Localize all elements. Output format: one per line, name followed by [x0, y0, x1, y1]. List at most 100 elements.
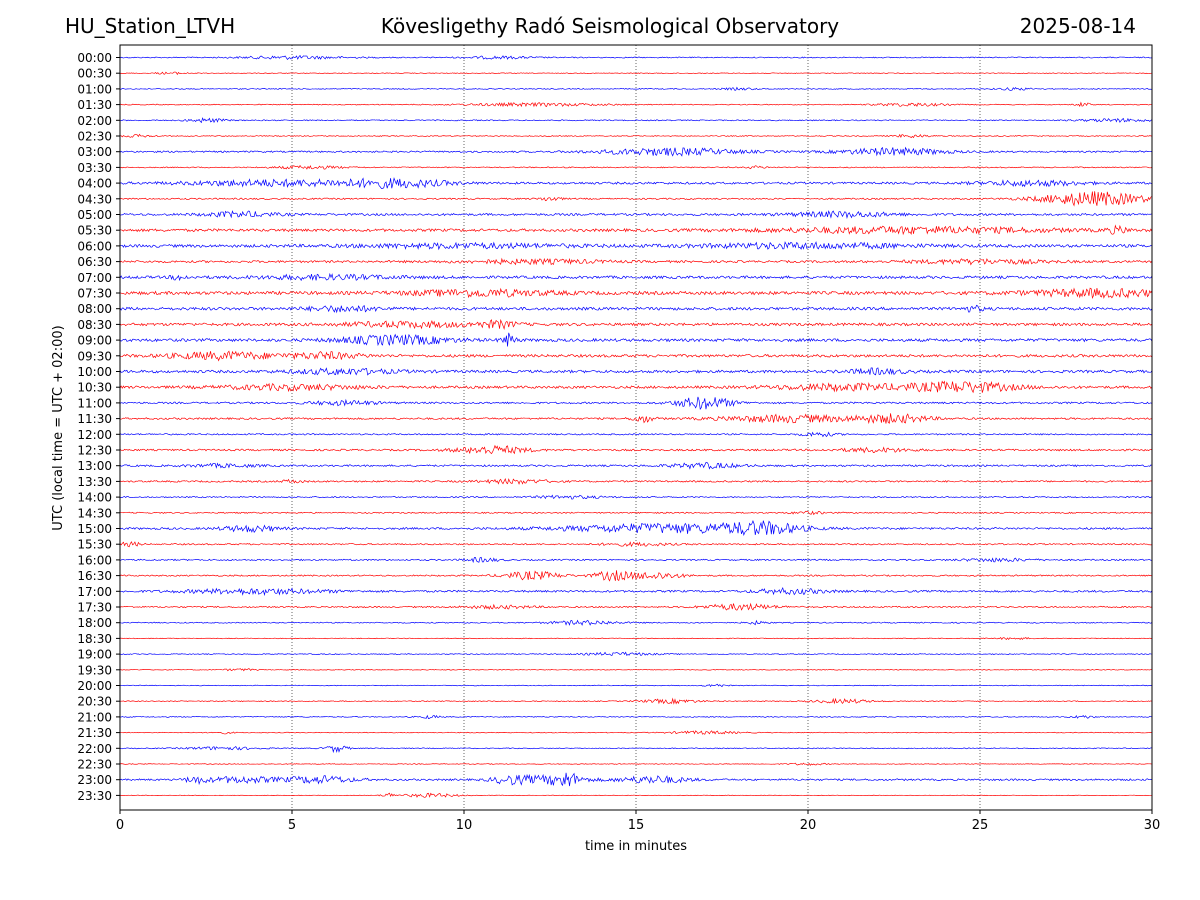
y-tick-label-14:30: 14:30	[77, 506, 112, 520]
trace-12:00	[119, 431, 1153, 438]
trace-03:00	[119, 146, 1153, 157]
station-name: HU_Station_LTVH	[65, 14, 236, 38]
y-tick-label-15:00: 15:00	[77, 522, 112, 536]
trace-00:00	[119, 54, 1153, 60]
y-tick-label-19:30: 19:30	[77, 663, 112, 677]
y-tick-label-20:00: 20:00	[77, 679, 112, 693]
y-tick-label-00:30: 00:30	[77, 67, 112, 81]
trace-09:30	[119, 350, 1153, 362]
y-tick-label-17:30: 17:30	[77, 601, 112, 615]
trace-03:30	[119, 164, 1153, 170]
trace-19:00	[119, 651, 1153, 657]
y-tick-label-23:30: 23:30	[77, 789, 112, 803]
trace-10:00	[119, 367, 1153, 376]
trace-22:00	[119, 745, 1153, 754]
y-tick-label-22:30: 22:30	[77, 758, 112, 772]
trace-16:30	[119, 570, 1153, 582]
y-tick-label-11:30: 11:30	[77, 412, 112, 426]
y-tick-label-21:30: 21:30	[77, 726, 112, 740]
x-tick-label-20: 20	[800, 818, 817, 833]
y-tick-label-04:00: 04:00	[77, 177, 112, 191]
trace-17:30	[119, 602, 1153, 611]
trace-01:00	[119, 86, 1153, 91]
x-tick-label-5: 5	[288, 818, 296, 833]
y-tick-label-01:00: 01:00	[77, 82, 112, 96]
trace-20:00	[119, 683, 1153, 688]
y-tick-label-02:00: 02:00	[77, 114, 112, 128]
trace-17:00	[119, 587, 1153, 597]
y-tick-label-13:00: 13:00	[77, 459, 112, 473]
x-axis-label: time in minutes	[585, 839, 687, 854]
y-tick-label-16:30: 16:30	[77, 569, 112, 583]
trace-14:30	[119, 510, 1153, 516]
y-tick-label-07:00: 07:00	[77, 271, 112, 285]
trace-23:30	[119, 792, 1153, 798]
x-tick-label-25: 25	[972, 818, 989, 833]
trace-05:00	[119, 210, 1153, 219]
y-tick-label-15:30: 15:30	[77, 538, 112, 552]
y-tick-label-13:30: 13:30	[77, 475, 112, 489]
trace-18:00	[119, 619, 1153, 626]
trace-07:30	[119, 287, 1153, 300]
trace-08:00	[119, 304, 1153, 314]
y-tick-label-05:00: 05:00	[77, 208, 112, 222]
y-tick-label-21:00: 21:00	[77, 710, 112, 724]
trace-20:30	[119, 697, 1153, 705]
trace-13:00	[119, 462, 1153, 470]
trace-11:30	[119, 413, 1153, 425]
y-tick-label-04:30: 04:30	[77, 192, 112, 206]
y-tick-label-05:30: 05:30	[77, 224, 112, 238]
y-tick-label-07:30: 07:30	[77, 287, 112, 301]
trace-08:30	[119, 318, 1153, 331]
trace-07:00	[119, 272, 1153, 282]
trace-01:30	[119, 101, 1153, 108]
y-tick-label-01:30: 01:30	[77, 98, 112, 112]
y-tick-label-12:30: 12:30	[77, 444, 112, 458]
trace-15:30	[119, 541, 1153, 548]
x-tick-labels: 0 5 10 15 20 25 30	[116, 810, 1160, 833]
y-tick-label-18:30: 18:30	[77, 632, 112, 646]
y-tick-label-14:00: 14:00	[77, 491, 112, 505]
x-tick-label-10: 10	[456, 818, 473, 833]
trace-04:00	[119, 177, 1153, 189]
y-tick-label-23:00: 23:00	[77, 773, 112, 787]
trace-12:30	[119, 444, 1153, 455]
vertical-gridlines	[291, 45, 981, 810]
y-tick-label-10:00: 10:00	[77, 365, 112, 379]
trace-10:30	[119, 380, 1153, 394]
x-tick-label-15: 15	[628, 818, 645, 833]
y-tick-label-17:00: 17:00	[77, 585, 112, 599]
y-tick-label-19:00: 19:00	[77, 648, 112, 662]
trace-02:30	[119, 133, 1153, 139]
trace-14:00	[119, 494, 1153, 500]
trace-13:30	[119, 478, 1153, 485]
trace-19:30	[119, 668, 1153, 672]
trace-06:30	[119, 257, 1153, 266]
trace-09:00	[119, 332, 1153, 347]
trace-23:00	[119, 772, 1153, 787]
y-tick-label-08:30: 08:30	[77, 318, 112, 332]
y-tick-label-06:00: 06:00	[77, 239, 112, 253]
y-tick-label-12:00: 12:00	[77, 428, 112, 442]
observatory-title: Kövesligethy Radó Seismological Observat…	[380, 14, 840, 38]
trace-11:00	[119, 396, 1153, 410]
y-tick-label-02:30: 02:30	[77, 130, 112, 144]
y-tick-label-22:00: 22:00	[77, 742, 112, 756]
trace-21:30	[119, 730, 1153, 735]
trace-18:30	[119, 637, 1153, 641]
y-tick-label-20:30: 20:30	[77, 695, 112, 709]
trace-02:00	[119, 117, 1153, 124]
y-tick-label-03:30: 03:30	[77, 161, 112, 175]
x-tick-label-30: 30	[1144, 818, 1161, 833]
trace-21:00	[119, 714, 1153, 720]
y-tick-label-18:00: 18:00	[77, 616, 112, 630]
trace-15:00	[119, 520, 1153, 537]
trace-16:00	[119, 556, 1153, 564]
y-tick-label-08:00: 08:00	[77, 302, 112, 316]
y-axis-label: UTC (local time = UTC + 02:00)	[51, 325, 66, 530]
y-tick-label-16:00: 16:00	[77, 553, 112, 567]
y-tick-label-09:00: 09:00	[77, 334, 112, 348]
